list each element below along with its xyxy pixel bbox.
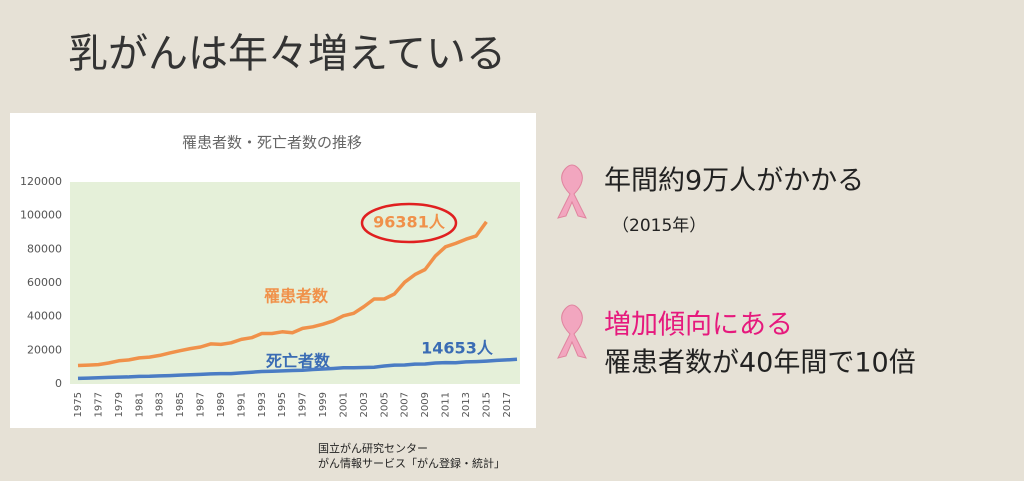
- annotation: 14653人: [421, 339, 494, 358]
- ribbon-icon: [557, 164, 587, 219]
- x-tick-label: 2011: [441, 392, 452, 417]
- x-tick-label: 2003: [359, 392, 370, 417]
- series-line: [77, 220, 488, 368]
- x-tick-label: 1991: [236, 392, 247, 417]
- y-tick-label: 100000: [20, 209, 62, 222]
- x-tick-label: 2013: [461, 392, 472, 417]
- point-text: 年間約9万人がかかる: [604, 166, 864, 197]
- x-tick-label: 1977: [93, 392, 104, 417]
- chart-title: 罹患者数・死亡者数の推移: [182, 134, 362, 152]
- point-note: （2015年）: [612, 216, 706, 236]
- x-tick-label: 1995: [277, 392, 288, 417]
- y-tick-label: 120000: [20, 175, 62, 188]
- x-tick-label: 2007: [400, 392, 411, 417]
- series-line: [77, 357, 518, 381]
- plot-area: [70, 182, 520, 384]
- y-tick-label: 60000: [27, 276, 62, 289]
- y-tick-label: 0: [55, 377, 62, 390]
- legend-label: 死亡者数: [266, 352, 331, 371]
- x-tick-label: 2017: [502, 392, 513, 417]
- x-tick-label: 1993: [257, 392, 268, 417]
- x-tick-label: 2001: [338, 392, 349, 417]
- x-tick-label: 1975: [73, 392, 84, 417]
- x-tick-label: 1979: [114, 392, 125, 417]
- annotation: 96381人: [373, 213, 446, 232]
- point-text: 増加傾向にある: [604, 310, 793, 341]
- x-tick-label: 1997: [298, 392, 309, 417]
- y-tick-label: 20000: [27, 343, 62, 356]
- source-text: 国立がん研究センター: [318, 441, 428, 455]
- ribbon-icon: [557, 304, 587, 359]
- y-tick-label: 80000: [27, 242, 62, 255]
- x-tick-label: 1985: [175, 392, 186, 417]
- x-tick-label: 1981: [134, 392, 145, 417]
- y-tick-label: 40000: [27, 310, 62, 323]
- legend-label: 罹患者数: [264, 287, 329, 306]
- highlight-ellipse: [360, 202, 458, 244]
- x-tick-label: 2015: [481, 392, 492, 417]
- point-note: 罹患者数が40年間で10倍: [604, 348, 916, 379]
- slide-title: 乳がんは年々増えている: [68, 31, 506, 77]
- source-text: がん情報サービス「がん登録・統計」: [318, 456, 505, 470]
- x-tick-label: 2009: [420, 392, 431, 417]
- x-tick-label: 1987: [196, 392, 207, 417]
- x-tick-label: 1989: [216, 392, 227, 417]
- x-tick-label: 2005: [379, 392, 390, 417]
- x-tick-label: 1983: [155, 392, 166, 417]
- x-tick-label: 1999: [318, 392, 329, 417]
